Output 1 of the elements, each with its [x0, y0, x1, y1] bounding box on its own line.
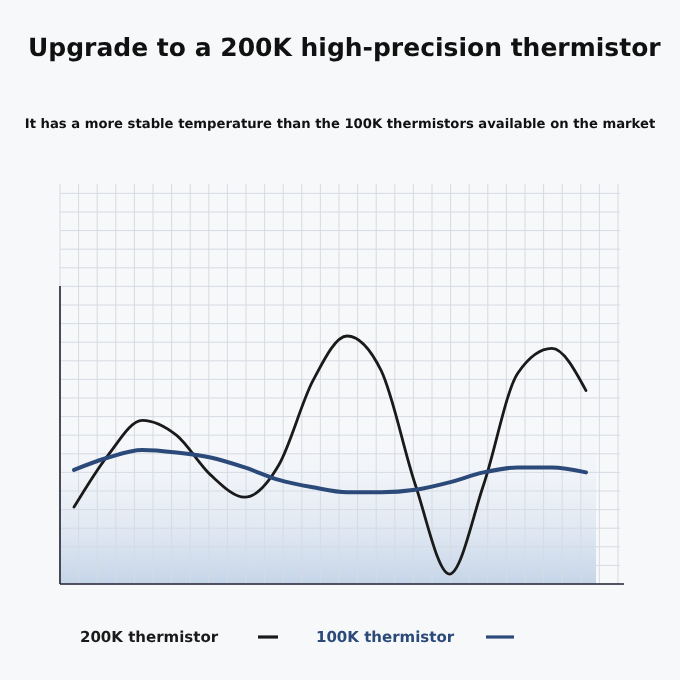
chart-title: Upgrade to a 200K high-precision thermistor [28, 32, 663, 62]
